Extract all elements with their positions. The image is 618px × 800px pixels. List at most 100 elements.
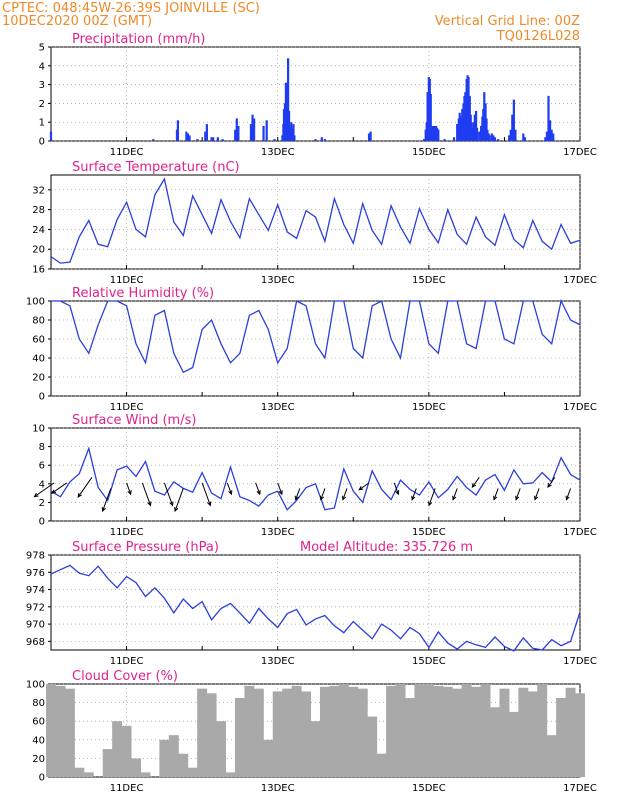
wind-arrow: [77, 477, 93, 498]
x-tick-label: 17DEC: [563, 783, 597, 794]
y-tick-label: 60: [32, 335, 45, 346]
y-tick-label: 20: [32, 245, 45, 256]
x-tick-label: 15DEC: [412, 402, 446, 413]
cloud-bar: [74, 767, 85, 777]
precip-bar: [490, 133, 493, 141]
y-tick-label: 3: [39, 80, 45, 91]
precip-bar: [522, 133, 525, 141]
y-tick-label: 0: [39, 392, 45, 403]
wind-arrow-head: [547, 483, 552, 489]
wind-arrow: [515, 488, 521, 500]
precip-bar: [49, 131, 53, 141]
x-tick-label: 13DEC: [261, 275, 295, 286]
precip-bar: [511, 114, 514, 141]
precip-bar: [262, 125, 265, 141]
wind-arrow-head: [341, 495, 347, 501]
precip-bar: [432, 125, 435, 141]
y-tick-label: 40: [32, 354, 45, 365]
wind-arrow-head: [278, 490, 283, 496]
precip-bar: [545, 131, 549, 141]
precip-bar: [456, 124, 459, 141]
panel-frame: [50, 174, 581, 270]
y-tick-label: 968: [26, 637, 45, 648]
wind-arrow-head: [207, 501, 212, 507]
precip-bar: [292, 124, 295, 141]
wind-arrow: [393, 482, 399, 495]
wind-arrow-head: [534, 495, 539, 501]
precip-bar: [323, 139, 327, 141]
cloud-bar: [518, 687, 529, 777]
cloud-bar: [433, 685, 444, 777]
precip-bar: [216, 137, 219, 141]
precip-bar: [497, 139, 500, 141]
precip-bar: [443, 139, 446, 141]
precip-bar: [486, 129, 489, 141]
precip-bar: [464, 92, 467, 141]
wind-arrow: [342, 488, 348, 500]
header-location: CPTEC: 048:45W-26:39S JOINVILLE (SC): [2, 1, 260, 16]
x-tick-label: 13DEC: [261, 656, 295, 667]
precip-bar: [221, 139, 224, 141]
x-tick-label: 15DEC: [412, 656, 446, 667]
x-tick-label: 11DEC: [110, 275, 144, 286]
y-tick-label: 5: [39, 43, 45, 54]
cloud-bar: [197, 688, 208, 777]
wind-arrow-head: [358, 486, 364, 491]
precip-bar: [473, 114, 476, 141]
wind-arrow: [295, 488, 301, 500]
wind-arrow: [255, 482, 261, 495]
x-tick-label: 15DEC: [412, 147, 446, 158]
precip-bar: [367, 133, 371, 141]
x-tick-label: 11DEC: [110, 147, 144, 158]
x-tick-label: 17DEC: [563, 656, 597, 667]
cloud-bar: [490, 707, 500, 777]
series-line: [50, 564, 581, 652]
panel-6: 02040608010011DEC13DEC15DEC17DEC19DEC21D…: [26, 669, 597, 794]
y-tick-label: 0: [39, 517, 45, 528]
precip-bar: [287, 110, 291, 141]
precip-bar: [475, 127, 479, 141]
y-tick-label: 976: [26, 568, 45, 579]
y-tick-label: 28: [32, 205, 45, 216]
header-run-time: 10DEC2020 00Z (GMT): [2, 14, 152, 29]
y-tick-label: 2: [39, 99, 45, 110]
wind-arrow: [411, 488, 417, 500]
series-line: [50, 177, 581, 264]
header-model-code: TQ0126L028: [496, 29, 580, 44]
cloud-bar: [452, 688, 463, 777]
precip-bar: [205, 124, 208, 141]
y-tick-label: 60: [32, 717, 45, 728]
panel-2: 162024283211DEC13DEC15DEC17DEC19DEC21DEC…: [32, 160, 597, 286]
wind-arrow-head: [51, 489, 57, 494]
cloud-bar: [508, 711, 519, 777]
panel-5: 96897097297497697811DEC13DEC15DEC17DEC19…: [26, 540, 597, 667]
wind-arrow-head: [515, 495, 520, 501]
y-tick-label: 20: [32, 754, 45, 765]
cloud-bar: [319, 686, 330, 777]
cloud-bar: [234, 697, 245, 777]
precip-bar: [514, 129, 517, 141]
precip-bar: [547, 95, 550, 141]
wind-arrow: [126, 482, 132, 495]
wind-arrow-head: [77, 492, 82, 498]
cloud-bar: [168, 735, 179, 777]
wind-arrow-head: [493, 495, 498, 501]
y-tick-label: 16: [32, 265, 45, 276]
cloud-bar: [64, 688, 75, 777]
wind-arrow: [547, 477, 556, 488]
precip-bar: [249, 124, 253, 141]
x-tick-label: 13DEC: [261, 402, 295, 413]
wind-arrow-head: [169, 501, 174, 507]
precip-bar: [429, 94, 432, 141]
wind-arrow-head: [256, 490, 261, 496]
y-tick-label: 100: [26, 680, 45, 691]
y-tick-label: 4: [39, 479, 45, 490]
wind-arrow-head: [228, 490, 233, 496]
cloud-bar: [225, 772, 236, 777]
cloud-bar: [367, 716, 378, 777]
precip-bar: [512, 99, 515, 141]
panel-1: 01234511DEC13DEC15DEC17DEC19DEC21DEC23DE…: [39, 32, 597, 158]
precip-bar: [508, 135, 511, 141]
wind-arrow: [141, 482, 151, 506]
